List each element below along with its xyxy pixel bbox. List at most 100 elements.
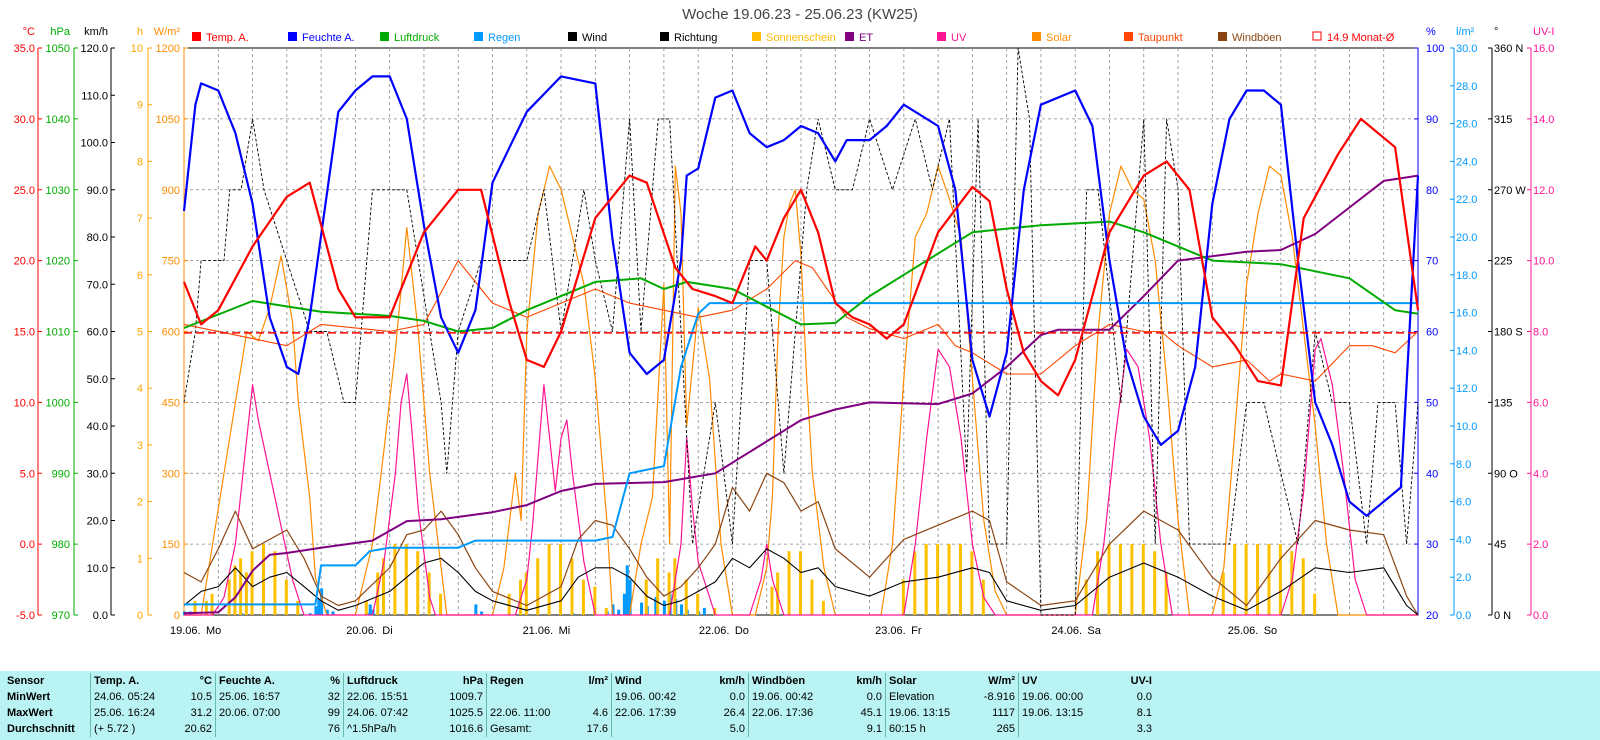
gust-line xyxy=(183,472,1419,616)
table-cell: (+ 5.72 ) xyxy=(90,721,179,737)
legend-label: Feuchte A. xyxy=(302,32,355,44)
sunshine-bar xyxy=(1141,544,1145,615)
sun-tick-label: 9 xyxy=(137,100,143,112)
sunshine-bar xyxy=(913,551,917,615)
sunshine-bar xyxy=(381,558,385,615)
hum-tick-label: 60 xyxy=(1426,327,1438,339)
table-cell: UV-I xyxy=(1130,675,1152,687)
rain-bar xyxy=(654,597,658,615)
table-cell: 1025.5 xyxy=(449,707,483,719)
table-cell: 4.6 xyxy=(592,707,608,719)
wind-tick-label: 90.0 xyxy=(87,185,108,197)
sunshine-bar xyxy=(393,544,397,615)
wind-tick-label: 60.0 xyxy=(87,327,108,339)
table-cell: Gesamt: xyxy=(486,721,573,737)
day-label-date: 21.06. xyxy=(523,625,554,637)
rain-tick-label: 22.0 xyxy=(1456,194,1477,206)
sunshine-bar xyxy=(901,579,905,615)
table-row: Durchschnitt (+ 5.72 ) 20.62 76 ^1.5hPa/h 101… xyxy=(4,721,1155,737)
table-cell: 24.06. 07:42 xyxy=(343,705,440,721)
rain-tick-label: 24.0 xyxy=(1456,156,1477,168)
legend-swatch xyxy=(752,32,761,41)
legend-label: Sonnenschein xyxy=(766,32,836,44)
solar-tick-label: 900 xyxy=(162,185,180,197)
legend-label: ET xyxy=(859,32,873,44)
sunshine-bar xyxy=(673,558,677,615)
table-cell: 22.06. 17:39 xyxy=(611,705,708,721)
legend-swatch xyxy=(937,32,946,41)
sunshine-bar xyxy=(1084,579,1088,615)
wind-tick-label: 110.0 xyxy=(81,90,108,102)
sunshine-bar xyxy=(581,579,585,615)
rain-bar xyxy=(317,599,321,615)
dir-tick-label: 0 N xyxy=(1494,610,1511,622)
legend-swatch xyxy=(192,32,201,41)
wind-unit: km/h xyxy=(84,26,108,38)
sunshine-bar xyxy=(776,572,780,615)
table-cell: km/h xyxy=(719,675,745,687)
table-cell: 20.62 xyxy=(184,723,212,735)
day-label-date: 25.06. xyxy=(1228,625,1259,637)
sunshine-bar xyxy=(233,565,237,615)
table-cell: Luftdruck xyxy=(343,673,440,689)
hum-unit: % xyxy=(1426,26,1436,38)
rain-tick-label: 10.0 xyxy=(1456,421,1477,433)
wind-tick-label: 120.0 xyxy=(80,43,108,55)
rain-tick-label: 6.0 xyxy=(1456,497,1471,509)
statistics-table: Sensor Temp. A. °C Feuchte A.% Luftdruck hPa R… xyxy=(0,671,1600,740)
rain-bar xyxy=(680,604,684,615)
temp-tick-label: 35.0 xyxy=(14,43,35,55)
day-label-name: Do xyxy=(735,625,749,637)
sun-tick-label: 10 xyxy=(131,43,143,55)
sunshine-bar xyxy=(204,600,208,615)
hum-tick-label: 30 xyxy=(1426,539,1438,551)
sunshine-bar xyxy=(821,600,825,615)
sunshine-bar xyxy=(273,551,277,615)
table-cell: 19.06. 00:00 xyxy=(1018,689,1109,705)
dir-unit: ° xyxy=(1494,26,1498,38)
table-cell: 25.06. 16:24 xyxy=(90,705,179,721)
sunshine-bar xyxy=(193,600,197,615)
table-cell: 76 xyxy=(327,723,340,735)
rain-unit: l/m² xyxy=(1456,26,1475,38)
day-label-date: 22.06. xyxy=(699,625,730,637)
solar-tick-label: 1050 xyxy=(156,114,180,126)
sun-tick-label: 2 xyxy=(137,497,143,509)
rain-bar xyxy=(331,611,335,615)
rain-bar xyxy=(617,609,621,615)
table-cell: 22.06. 11:00 xyxy=(486,705,573,721)
sunshine-bar xyxy=(376,572,380,615)
sunshine-bar xyxy=(1118,544,1122,615)
dir-tick-label: 180 S xyxy=(1494,327,1523,339)
table-cell: Elevation xyxy=(885,689,968,705)
sun-tick-label: 5 xyxy=(137,327,143,339)
table-cell: Solar xyxy=(885,673,968,689)
rain-bar xyxy=(320,588,324,615)
rain-tick-label: 18.0 xyxy=(1456,270,1477,282)
sun-tick-label: 0 xyxy=(137,610,143,622)
rain-bar xyxy=(480,611,484,615)
hum-tick-label: 90 xyxy=(1426,114,1438,126)
uv-line xyxy=(184,338,1418,616)
table-cell: Feuchte A. xyxy=(215,673,307,689)
humidity-line xyxy=(182,75,1420,517)
uv-tick-label: 2.0 xyxy=(1533,539,1548,551)
rain-tick-label: 14.0 xyxy=(1456,345,1477,357)
table-cell: MinWert xyxy=(7,691,51,703)
table-cell xyxy=(573,689,612,705)
table-cell: 22.06. 17:36 xyxy=(748,705,845,721)
legend-swatch xyxy=(1032,32,1041,41)
sun-tick-label: 3 xyxy=(137,440,143,452)
temp-unit: °C xyxy=(23,26,35,38)
rain-bar xyxy=(474,604,478,615)
table-cell: 265 xyxy=(996,723,1015,735)
sunshine-bar xyxy=(250,551,254,615)
sunshine-bar xyxy=(284,579,288,615)
solar-tick-label: 300 xyxy=(162,468,180,480)
sunshine-bar xyxy=(1244,544,1248,615)
sunshine-bar xyxy=(1278,544,1282,615)
rain-bar xyxy=(702,607,706,615)
sunshine-bar xyxy=(1267,544,1271,615)
day-label-name: Mi xyxy=(559,625,571,637)
sunshine-bar xyxy=(227,579,231,615)
